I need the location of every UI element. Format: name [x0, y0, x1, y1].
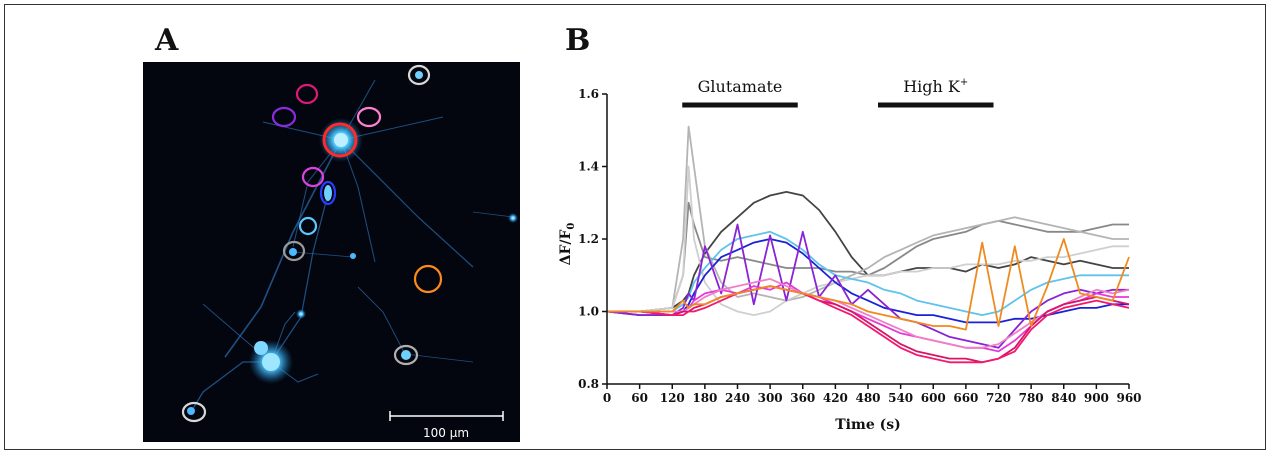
roi-circle [271, 106, 297, 128]
x-tick-label: 300 [758, 391, 783, 405]
roi-circle [282, 240, 306, 262]
series-line [607, 281, 1129, 353]
line-chart: Glutamate High K+ 0.8 1.0 1.2 1.4 1.6 0 60 120 1… [558, 77, 1142, 433]
panel-a-label: A [155, 23, 179, 58]
roi-circle [413, 264, 443, 294]
x-tick-label: 0 [603, 391, 611, 405]
y-tick-label: 1.0 [578, 305, 599, 319]
x-tick-label: 960 [1116, 391, 1141, 405]
y-axis-label-subscript: 0 [566, 223, 577, 230]
x-ticks: 0 60 120 180 240 300 360 420 480 540 600 660 720 780 8… [603, 384, 1142, 405]
series-line [607, 165, 1129, 317]
roi-circles [181, 64, 443, 423]
x-tick-label: 840 [1051, 391, 1076, 405]
x-tick-label: 420 [823, 391, 848, 405]
x-tick-label: 480 [855, 391, 880, 405]
x-tick-label: 600 [921, 391, 946, 405]
x-tick-label: 540 [888, 391, 913, 405]
x-tick-label: 780 [1019, 391, 1044, 405]
x-tick-label: 660 [953, 391, 978, 405]
stimulus-label-superscript: + [960, 77, 968, 88]
cell-body [350, 253, 356, 259]
cell-body [254, 341, 268, 355]
roi-circle [181, 401, 207, 423]
cell-body [508, 213, 518, 223]
cell-body [401, 350, 411, 360]
x-tick-label: 180 [692, 391, 717, 405]
panel-b-label: B [565, 23, 591, 58]
stimulus-bars: Glutamate High K+ [682, 77, 994, 108]
micrograph-background [143, 62, 520, 442]
cell-body [296, 309, 306, 319]
fluorescence-micrograph: 100 µm [143, 62, 520, 442]
y-tick-label: 1.6 [578, 87, 599, 101]
stimulus-label: Glutamate [698, 77, 783, 96]
cell-body [262, 353, 280, 371]
series-line [607, 285, 1130, 364]
roi-circle [319, 180, 337, 206]
x-tick-label: 900 [1084, 391, 1109, 405]
x-tick-label: 240 [725, 391, 750, 405]
scale-bar-label: 100 µm [423, 426, 469, 440]
cell-body [187, 407, 195, 415]
y-tick-label: 0.8 [578, 377, 599, 391]
x-tick-label: 60 [631, 391, 648, 405]
roi-circle [295, 83, 319, 105]
roi-circle [393, 344, 419, 366]
cell-body [334, 133, 348, 147]
y-ticks: 0.8 1.0 1.2 1.4 1.6 [578, 87, 607, 391]
series-lines [606, 125, 1130, 364]
roi-circle [301, 166, 325, 188]
cell-body [324, 185, 332, 201]
roi-circle [322, 122, 358, 158]
series-line [606, 223, 1129, 349]
series-line [607, 285, 1130, 364]
roi-circle [298, 216, 318, 236]
y-tick-label: 1.2 [578, 232, 599, 246]
series-line [607, 238, 1130, 331]
cell-body [415, 71, 423, 79]
x-tick-label: 120 [660, 391, 685, 405]
stimulus-label: High K+ [903, 77, 968, 96]
cell-body [289, 248, 297, 256]
roi-circle [356, 106, 382, 128]
y-axis-label: ΔF/F0 [558, 223, 577, 266]
series-line [607, 125, 1129, 313]
y-axis-label-main: ΔF/F [558, 229, 574, 265]
x-tick-label: 720 [986, 391, 1011, 405]
x-axis-label: Time (s) [835, 417, 900, 433]
y-tick-label: 1.4 [578, 160, 599, 174]
series-line [607, 230, 1129, 317]
x-tick-label: 360 [790, 391, 815, 405]
roi-circle [407, 64, 431, 86]
